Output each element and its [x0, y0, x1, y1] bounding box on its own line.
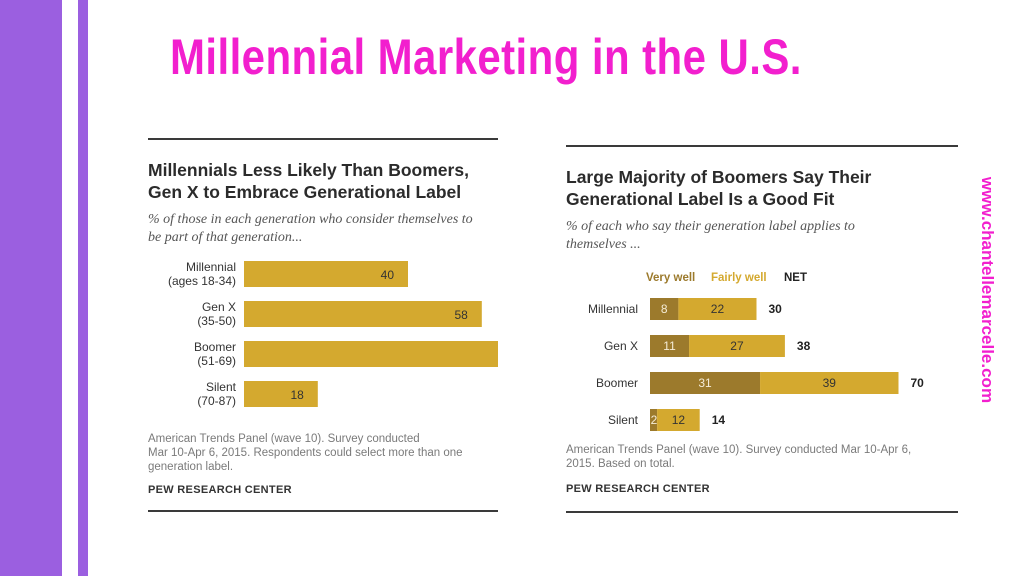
side-url-text: www.chantellemarcelle.com — [978, 176, 997, 404]
data-label-fairly-well: 27 — [730, 339, 744, 353]
chart-title-line-2: Gen X to Embrace Generational Label — [148, 182, 462, 202]
net-label: 30 — [769, 302, 783, 316]
chart-source: PEW RESEARCH CENTER — [148, 484, 292, 496]
category-label: Silent — [206, 380, 237, 394]
bottom-rule — [566, 511, 958, 513]
bar — [244, 301, 482, 327]
chart-left-plot: Millennial(ages 18-34) 40 Gen X(35-50) 58 Bo… — [168, 260, 498, 408]
chart-subtitle-line-1: % of each who say their generation label… — [566, 219, 855, 234]
bar-fairly-well — [689, 335, 785, 357]
net-label: 70 — [911, 376, 925, 390]
category-label-range: (70-87) — [197, 394, 236, 408]
chart-note-line-2: Mar 10-Apr 6, 2015. Respondents could se… — [148, 447, 463, 459]
bar-very-well — [650, 409, 658, 431]
category-label: Boomer — [596, 376, 638, 390]
category-label: Silent — [608, 413, 639, 427]
bar — [244, 341, 498, 367]
chart-note-line-1: American Trends Panel (wave 10). Survey … — [566, 444, 912, 456]
category-label: Gen X — [202, 300, 236, 314]
chart-right-plot: Very well Fairly well NET Millennial 8 22 30 Ge… — [588, 272, 925, 431]
bar-very-well — [650, 335, 690, 357]
chart-title-line-1: Millennials Less Likely Than Boomers, — [148, 160, 469, 180]
data-label-fairly-well: 12 — [672, 413, 686, 427]
left-stripe-wide — [0, 0, 62, 576]
data-label-fairly-well: 22 — [711, 302, 725, 316]
data-label-very-well: 11 — [663, 339, 676, 353]
chart-panel-right: Large Majority of Boomers Say Their Gene… — [566, 145, 958, 520]
bar — [244, 381, 318, 407]
bar-very-well — [650, 298, 679, 320]
bar-very-well — [650, 372, 761, 394]
category-label: Millennial — [588, 302, 638, 316]
top-rule — [148, 138, 498, 140]
category-label-range: (ages 18-34) — [168, 274, 236, 288]
chart-title-line-2: Generational Label Is a Good Fit — [566, 189, 835, 209]
bar-fairly-well — [760, 372, 899, 394]
data-label-fairly-well: 39 — [823, 376, 837, 390]
net-label: 14 — [712, 413, 726, 427]
category-label-range: (51-69) — [197, 354, 236, 368]
chart-subtitle-line-2: be part of that generation... — [148, 230, 303, 245]
chart-note-line-1: American Trends Panel (wave 10). Survey … — [148, 433, 420, 445]
category-label: Millennial — [186, 260, 236, 274]
bar — [244, 261, 408, 287]
chart-panel-left: Millennials Less Likely Than Boomers, Ge… — [148, 138, 498, 518]
category-label: Gen X — [604, 339, 638, 353]
legend-label: Fairly well — [711, 272, 767, 284]
chart-source: PEW RESEARCH CENTER — [566, 483, 710, 495]
bar-fairly-well — [657, 409, 700, 431]
data-label: 58 — [454, 308, 468, 322]
chart-note-line-3: generation label. — [148, 461, 234, 473]
chart-subtitle-line-1: % of those in each generation who consid… — [148, 212, 473, 227]
top-rule — [566, 145, 958, 147]
category-label-range: (35-50) — [197, 314, 236, 328]
data-label: 40 — [381, 268, 395, 282]
bar-fairly-well — [678, 298, 757, 320]
left-stripe-narrow — [78, 0, 88, 576]
chart-subtitle-line-2: themselves ... — [566, 237, 641, 252]
category-label: Boomer — [194, 340, 236, 354]
data-label-very-well: 31 — [698, 376, 712, 390]
legend-label: NET — [784, 272, 807, 284]
chart-note-line-2: 2015. Based on total. — [566, 458, 675, 470]
side-url: www.chantellemarcelle.com — [975, 174, 999, 406]
data-label: 18 — [290, 388, 304, 402]
net-label: 38 — [797, 339, 811, 353]
slide-title: Millennial Marketing in the U.S. — [170, 29, 802, 85]
data-label-very-well: 2 — [651, 413, 658, 427]
bottom-rule — [148, 510, 498, 512]
legend-label: Very well — [646, 272, 695, 284]
data-label-very-well: 8 — [661, 302, 668, 316]
chart-title-line-1: Large Majority of Boomers Say Their — [566, 167, 872, 187]
